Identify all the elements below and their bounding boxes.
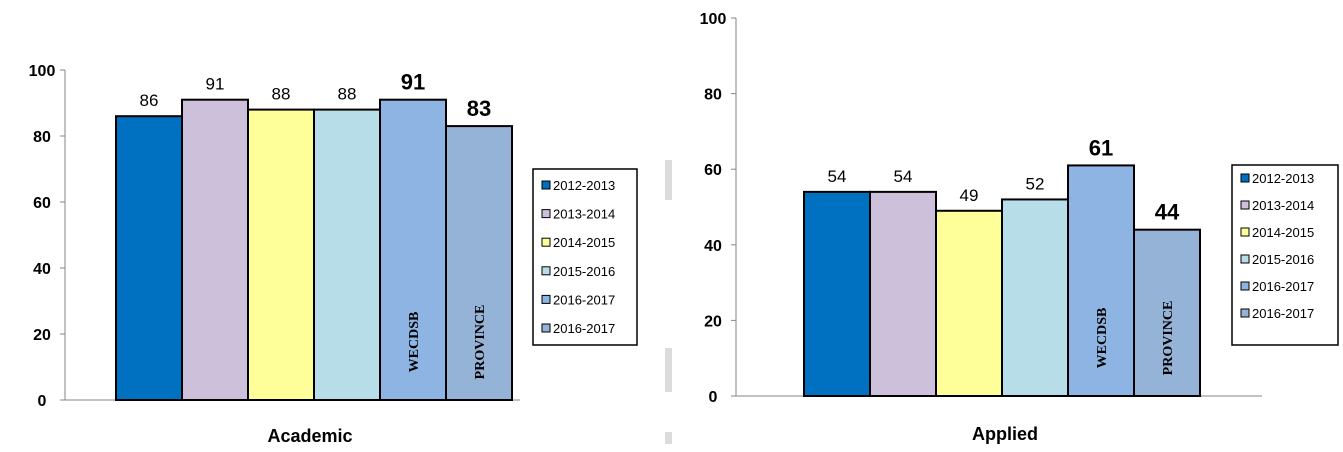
academic-y-tick-label: 80	[33, 129, 51, 146]
academic-bar-2	[181, 98, 249, 401]
applied-legend-swatch	[1240, 227, 1250, 237]
academic-legend-swatch	[541, 209, 551, 219]
applied-legend-label: 2013-2014	[1252, 198, 1314, 213]
applied-bar-inner-label: WECDSB	[1095, 308, 1110, 369]
academic-y-tick-label: 0	[38, 393, 47, 410]
academic-legend-label: 2016-2017	[553, 321, 615, 336]
applied-bar-value-label: 52	[1026, 174, 1045, 193]
applied-legend-label: 2016-2017	[1252, 279, 1314, 294]
academic-legend-label: 2016-2017	[553, 292, 615, 307]
academic-legend-swatch	[541, 237, 551, 247]
academic-bar-inner-label: PROVINCE	[473, 305, 488, 380]
applied-x-axis-label: Applied	[972, 424, 1038, 444]
academic-legend-swatch	[541, 323, 551, 333]
academic-y-tick-label: 100	[29, 63, 56, 80]
applied-y-tick-label: 60	[704, 162, 722, 179]
applied-bar-5	[1067, 164, 1135, 397]
applied-bar-inner-label: PROVINCE	[1161, 301, 1176, 376]
applied-legend-box	[1231, 164, 1339, 346]
academic-bar-value-label: 91	[206, 75, 225, 94]
academic-legend-box	[532, 168, 638, 346]
academic-bar-5	[379, 98, 447, 401]
academic-bar-value-label: 88	[272, 85, 291, 104]
applied-legend-label: 2012-2013	[1252, 171, 1314, 186]
applied-bar-6	[1133, 228, 1201, 397]
divider-mark-bottom	[665, 432, 672, 444]
academic-x-axis-label: Academic	[267, 426, 352, 446]
applied-bar-1	[803, 190, 871, 397]
academic-bar-3	[247, 108, 315, 401]
academic-legend-label: 2015-2016	[553, 264, 615, 279]
applied-y-tick-label: 20	[704, 313, 722, 330]
applied-legend-label: 2014-2015	[1252, 225, 1314, 240]
applied-bar-value-label: 54	[894, 167, 913, 186]
applied-legend-swatch	[1240, 254, 1250, 264]
applied-legend-swatch	[1240, 173, 1250, 183]
academic-legend-label: 2013-2014	[553, 207, 615, 222]
applied-bar-value-label: 61	[1089, 135, 1113, 160]
applied-legend-label: 2015-2016	[1252, 252, 1314, 267]
applied-legend-swatch	[1240, 308, 1250, 318]
applied-legend-swatch	[1240, 281, 1250, 291]
academic-bar-4	[313, 108, 381, 401]
applied-legend-label: 2016-2017	[1252, 306, 1314, 321]
academic-bar-inner-label: WECDSB	[407, 312, 422, 373]
applied-bar-2	[869, 190, 937, 397]
applied-bar-4	[1001, 198, 1069, 397]
applied-legend-swatch	[1240, 200, 1250, 210]
applied-y-tick-label: 80	[704, 87, 722, 104]
academic-legend-label: 2014-2015	[553, 235, 615, 250]
academic-legend-swatch	[541, 266, 551, 276]
academic-legend-label: 2012-2013	[553, 178, 615, 193]
divider-mark-top	[665, 160, 672, 200]
academic-bar-value-label: 83	[467, 96, 491, 121]
academic-legend-swatch	[541, 180, 551, 190]
applied-bar-value-label: 54	[828, 167, 847, 186]
academic-y-tick-label: 20	[33, 327, 51, 344]
applied-bar-value-label: 44	[1155, 200, 1180, 225]
academic-legend-swatch	[541, 294, 551, 304]
applied-bar-value-label: 49	[960, 186, 979, 205]
applied-y-tick-label: 40	[704, 238, 722, 255]
academic-bar-value-label: 86	[140, 91, 159, 110]
academic-bar-value-label: 91	[401, 70, 425, 95]
applied-y-tick-label: 100	[700, 11, 727, 28]
divider-mark-middle	[665, 348, 672, 392]
academic-y-tick-label: 60	[33, 195, 51, 212]
applied-bar-3	[935, 209, 1003, 397]
academic-bar-6	[445, 125, 513, 401]
applied-y-tick-label: 0	[709, 389, 718, 406]
academic-bar-1	[115, 115, 183, 401]
academic-y-tick-label: 40	[33, 261, 51, 278]
academic-bar-value-label: 88	[338, 85, 357, 104]
